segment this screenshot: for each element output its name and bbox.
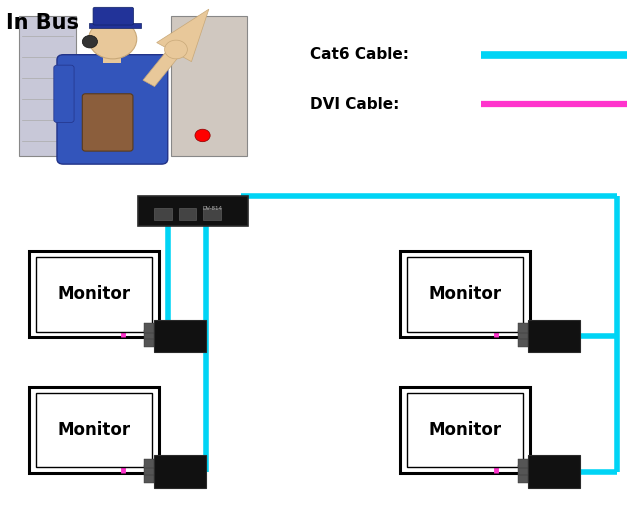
FancyBboxPatch shape <box>518 330 528 339</box>
FancyBboxPatch shape <box>57 55 168 164</box>
Circle shape <box>165 40 187 59</box>
FancyBboxPatch shape <box>171 16 247 156</box>
FancyBboxPatch shape <box>400 387 530 473</box>
Circle shape <box>195 129 210 142</box>
FancyBboxPatch shape <box>19 16 76 156</box>
FancyBboxPatch shape <box>29 252 158 338</box>
Text: Cat6 Cable:: Cat6 Cable: <box>310 47 409 62</box>
Text: DV-814: DV-814 <box>202 206 222 211</box>
FancyBboxPatch shape <box>144 465 154 475</box>
FancyBboxPatch shape <box>89 23 141 28</box>
FancyBboxPatch shape <box>179 208 196 220</box>
FancyBboxPatch shape <box>35 257 152 332</box>
FancyBboxPatch shape <box>154 320 206 352</box>
FancyBboxPatch shape <box>528 320 580 352</box>
Text: DVI Cable:: DVI Cable: <box>310 97 399 111</box>
FancyBboxPatch shape <box>408 257 523 332</box>
FancyBboxPatch shape <box>82 94 133 151</box>
FancyBboxPatch shape <box>518 465 528 475</box>
FancyBboxPatch shape <box>54 65 74 122</box>
FancyBboxPatch shape <box>144 459 154 468</box>
FancyBboxPatch shape <box>93 7 134 25</box>
FancyBboxPatch shape <box>528 455 580 488</box>
FancyBboxPatch shape <box>144 330 154 339</box>
FancyBboxPatch shape <box>103 49 121 63</box>
Text: Monitor: Monitor <box>429 421 502 439</box>
Text: Monitor: Monitor <box>429 286 502 303</box>
FancyBboxPatch shape <box>138 196 248 226</box>
FancyBboxPatch shape <box>518 323 528 333</box>
FancyBboxPatch shape <box>518 473 528 482</box>
FancyBboxPatch shape <box>144 473 154 482</box>
FancyBboxPatch shape <box>35 393 152 467</box>
Circle shape <box>89 19 137 59</box>
FancyBboxPatch shape <box>518 459 528 468</box>
FancyBboxPatch shape <box>144 323 154 333</box>
Text: In Bus: In Bus <box>6 13 79 33</box>
FancyBboxPatch shape <box>154 208 172 220</box>
FancyBboxPatch shape <box>154 455 206 488</box>
Text: Monitor: Monitor <box>57 421 130 439</box>
FancyBboxPatch shape <box>518 338 528 347</box>
FancyBboxPatch shape <box>29 387 158 473</box>
FancyBboxPatch shape <box>203 208 221 220</box>
Circle shape <box>82 35 97 48</box>
FancyBboxPatch shape <box>144 338 154 347</box>
FancyBboxPatch shape <box>408 393 523 467</box>
FancyArrow shape <box>143 9 209 86</box>
Text: Monitor: Monitor <box>57 286 130 303</box>
FancyBboxPatch shape <box>400 252 530 338</box>
